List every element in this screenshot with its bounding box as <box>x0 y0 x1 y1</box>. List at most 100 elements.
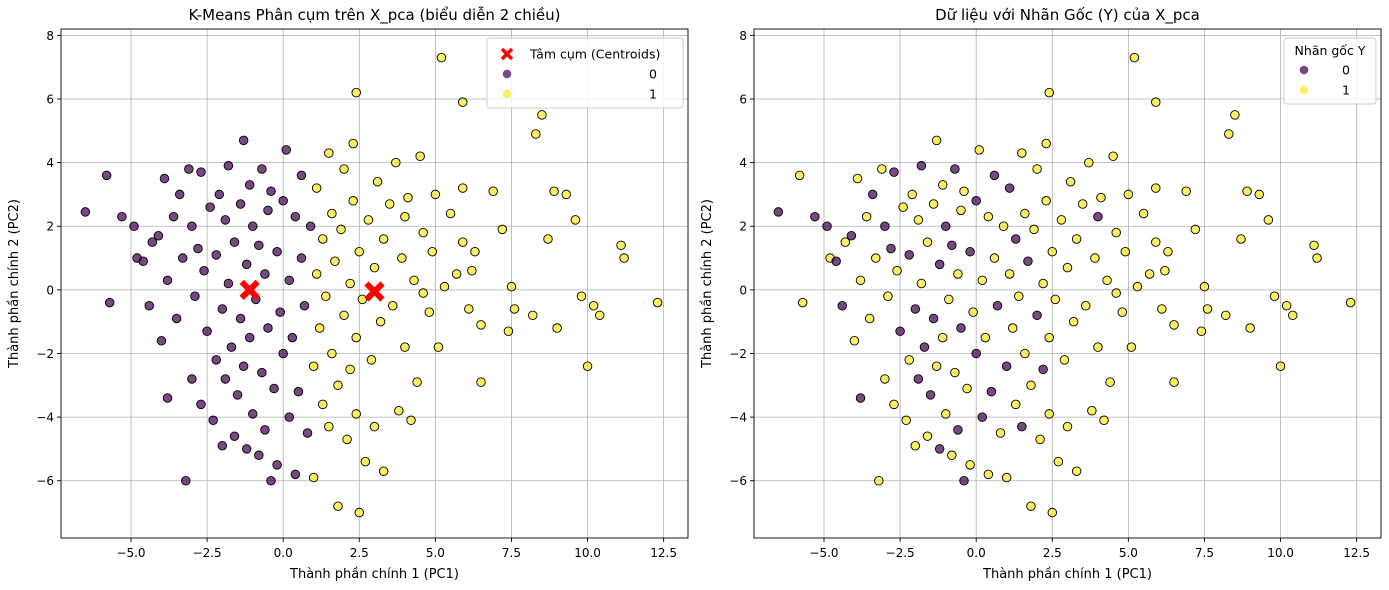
data-point <box>1068 316 1079 327</box>
data-point <box>1032 164 1042 174</box>
data-point <box>1011 399 1021 410</box>
data-point <box>159 173 170 184</box>
data-point <box>983 469 994 480</box>
y-tick-label: 4 <box>46 156 54 170</box>
data-point <box>883 291 893 301</box>
data-point <box>147 237 158 247</box>
data-point <box>937 332 948 343</box>
y-tick-label: 6 <box>46 92 54 106</box>
y-tick-label: 8 <box>739 29 747 43</box>
data-point <box>1287 310 1298 321</box>
data-point <box>773 207 784 217</box>
data-point <box>1038 364 1048 375</box>
data-point <box>880 221 890 231</box>
legend-label: Tâm cụm (Centroids) <box>529 47 660 62</box>
data-point <box>1126 342 1137 352</box>
data-point <box>1345 297 1356 308</box>
data-point <box>348 196 358 206</box>
data-point <box>375 316 386 327</box>
data-point <box>1309 240 1319 251</box>
x-tick-label: 10.0 <box>1267 546 1294 560</box>
legend: Tâm cụm (Centroids) 0 1 <box>486 37 684 109</box>
data-point <box>336 224 346 235</box>
data-point <box>257 164 267 174</box>
data-point <box>1001 472 1012 483</box>
data-point <box>1138 208 1149 219</box>
data-point <box>1077 199 1088 209</box>
data-point <box>458 183 468 193</box>
data-point <box>369 421 380 432</box>
data-point <box>1275 361 1286 371</box>
data-point <box>1151 237 1161 247</box>
data-point <box>1071 234 1082 244</box>
data-point <box>384 199 395 209</box>
data-point <box>1202 304 1213 314</box>
data-point <box>528 310 538 321</box>
data-point <box>831 256 841 266</box>
data-point <box>168 211 179 222</box>
legend: Nhãn gốc Y 0 1 <box>1283 37 1377 105</box>
data-point <box>861 211 872 222</box>
data-point <box>290 211 301 222</box>
data-point <box>248 221 258 231</box>
data-point <box>506 281 517 292</box>
y-axis-label: Thành phần chính 2 (PC2) <box>7 199 22 369</box>
legend-item: 1 <box>502 87 657 102</box>
data-point <box>299 301 310 311</box>
data-point <box>333 501 343 511</box>
data-point <box>345 364 355 375</box>
data-point <box>412 377 422 387</box>
data-point <box>977 412 988 422</box>
data-point <box>1196 326 1207 336</box>
centroid-marker <box>364 281 385 302</box>
y-tick-label: 2 <box>46 220 54 234</box>
data-point <box>1041 196 1051 206</box>
data-point <box>308 361 319 371</box>
data-point <box>433 342 444 352</box>
data-point <box>372 176 383 187</box>
data-point <box>1044 409 1054 419</box>
data-point <box>327 348 337 359</box>
data-point <box>1221 310 1231 321</box>
data-point <box>351 332 361 343</box>
legend-item: 0 <box>1299 63 1350 78</box>
data-point <box>892 266 902 276</box>
data-point <box>877 164 887 174</box>
data-point <box>366 355 377 365</box>
data-point <box>451 269 462 279</box>
data-point <box>977 275 988 286</box>
data-point <box>968 307 978 317</box>
data-point <box>1056 215 1067 225</box>
y-tick-label: −2 <box>729 347 747 361</box>
data-point <box>840 237 851 247</box>
data-point <box>582 361 593 371</box>
data-point <box>348 138 358 149</box>
data-point <box>537 110 547 120</box>
x-axis-label: Thành phần chính 1 (PC1) <box>982 567 1152 582</box>
data-point <box>470 246 480 257</box>
data-point <box>956 323 966 333</box>
data-point <box>199 266 209 276</box>
chart-title: Dữ liệu với Nhãn Gốc (Y) của X_pca <box>935 6 1200 25</box>
data-point <box>931 361 942 371</box>
data-point <box>296 170 307 181</box>
data-point <box>925 390 936 400</box>
centroid-markers <box>239 279 385 302</box>
data-point <box>1065 176 1076 187</box>
data-point <box>497 224 508 235</box>
data-point <box>1117 307 1128 317</box>
data-point <box>360 456 371 467</box>
data-point <box>895 326 905 336</box>
data-point <box>339 310 349 321</box>
data-point <box>1151 183 1161 193</box>
data-point <box>208 415 218 426</box>
data-point <box>934 444 945 454</box>
y-tick-label: 0 <box>46 283 54 297</box>
data-point <box>354 507 365 518</box>
data-point <box>1096 192 1106 203</box>
data-point <box>439 281 450 292</box>
data-point <box>281 145 291 155</box>
data-point <box>889 167 899 177</box>
data-point <box>430 189 441 200</box>
